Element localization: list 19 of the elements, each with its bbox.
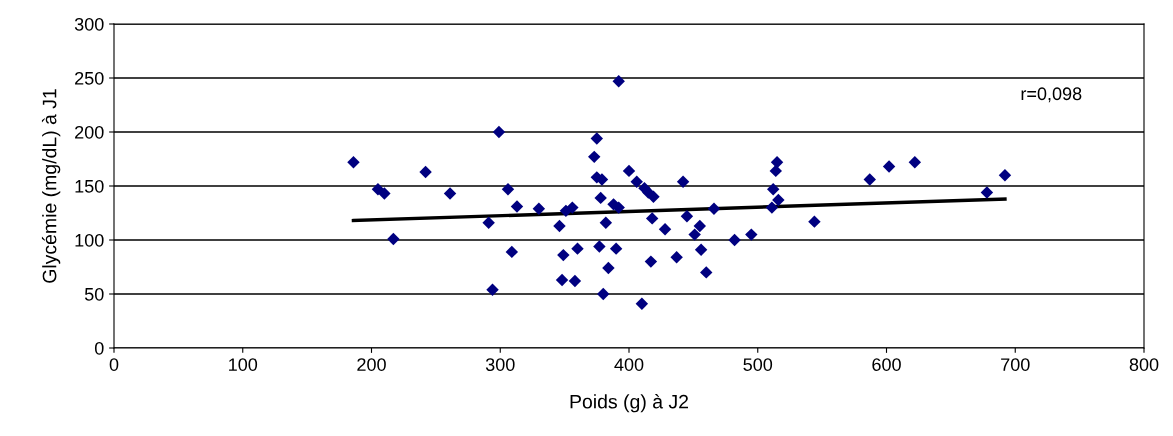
x-tick-label: 700 bbox=[1001, 358, 1030, 371]
y-tick-label: 50 bbox=[84, 287, 104, 301]
x-tick-label: 300 bbox=[485, 358, 515, 371]
x-tick-label: 200 bbox=[357, 358, 386, 371]
x-tick-label: 400 bbox=[614, 358, 644, 371]
y-tick-label: 150 bbox=[75, 179, 104, 193]
annotation: r=0,098 bbox=[1021, 87, 1082, 103]
y-tick-label: 100 bbox=[75, 233, 104, 247]
x-tick-label: 100 bbox=[229, 358, 258, 371]
x-tick-label: 0 bbox=[109, 358, 119, 371]
y-tick-label: 300 bbox=[74, 17, 104, 31]
y-tick-label: 0 bbox=[94, 341, 104, 355]
x-tick-label: 600 bbox=[872, 358, 901, 371]
y-axis-title: Glycémie (mg/dL) à J1 bbox=[41, 89, 61, 283]
x-tick-label: 500 bbox=[743, 358, 773, 371]
x-axis-title: Poids (g) à J2 bbox=[570, 394, 689, 413]
y-tick-label: 250 bbox=[75, 71, 104, 85]
x-tick-label: 800 bbox=[1129, 358, 1159, 371]
y-tick-label: 200 bbox=[75, 125, 104, 139]
